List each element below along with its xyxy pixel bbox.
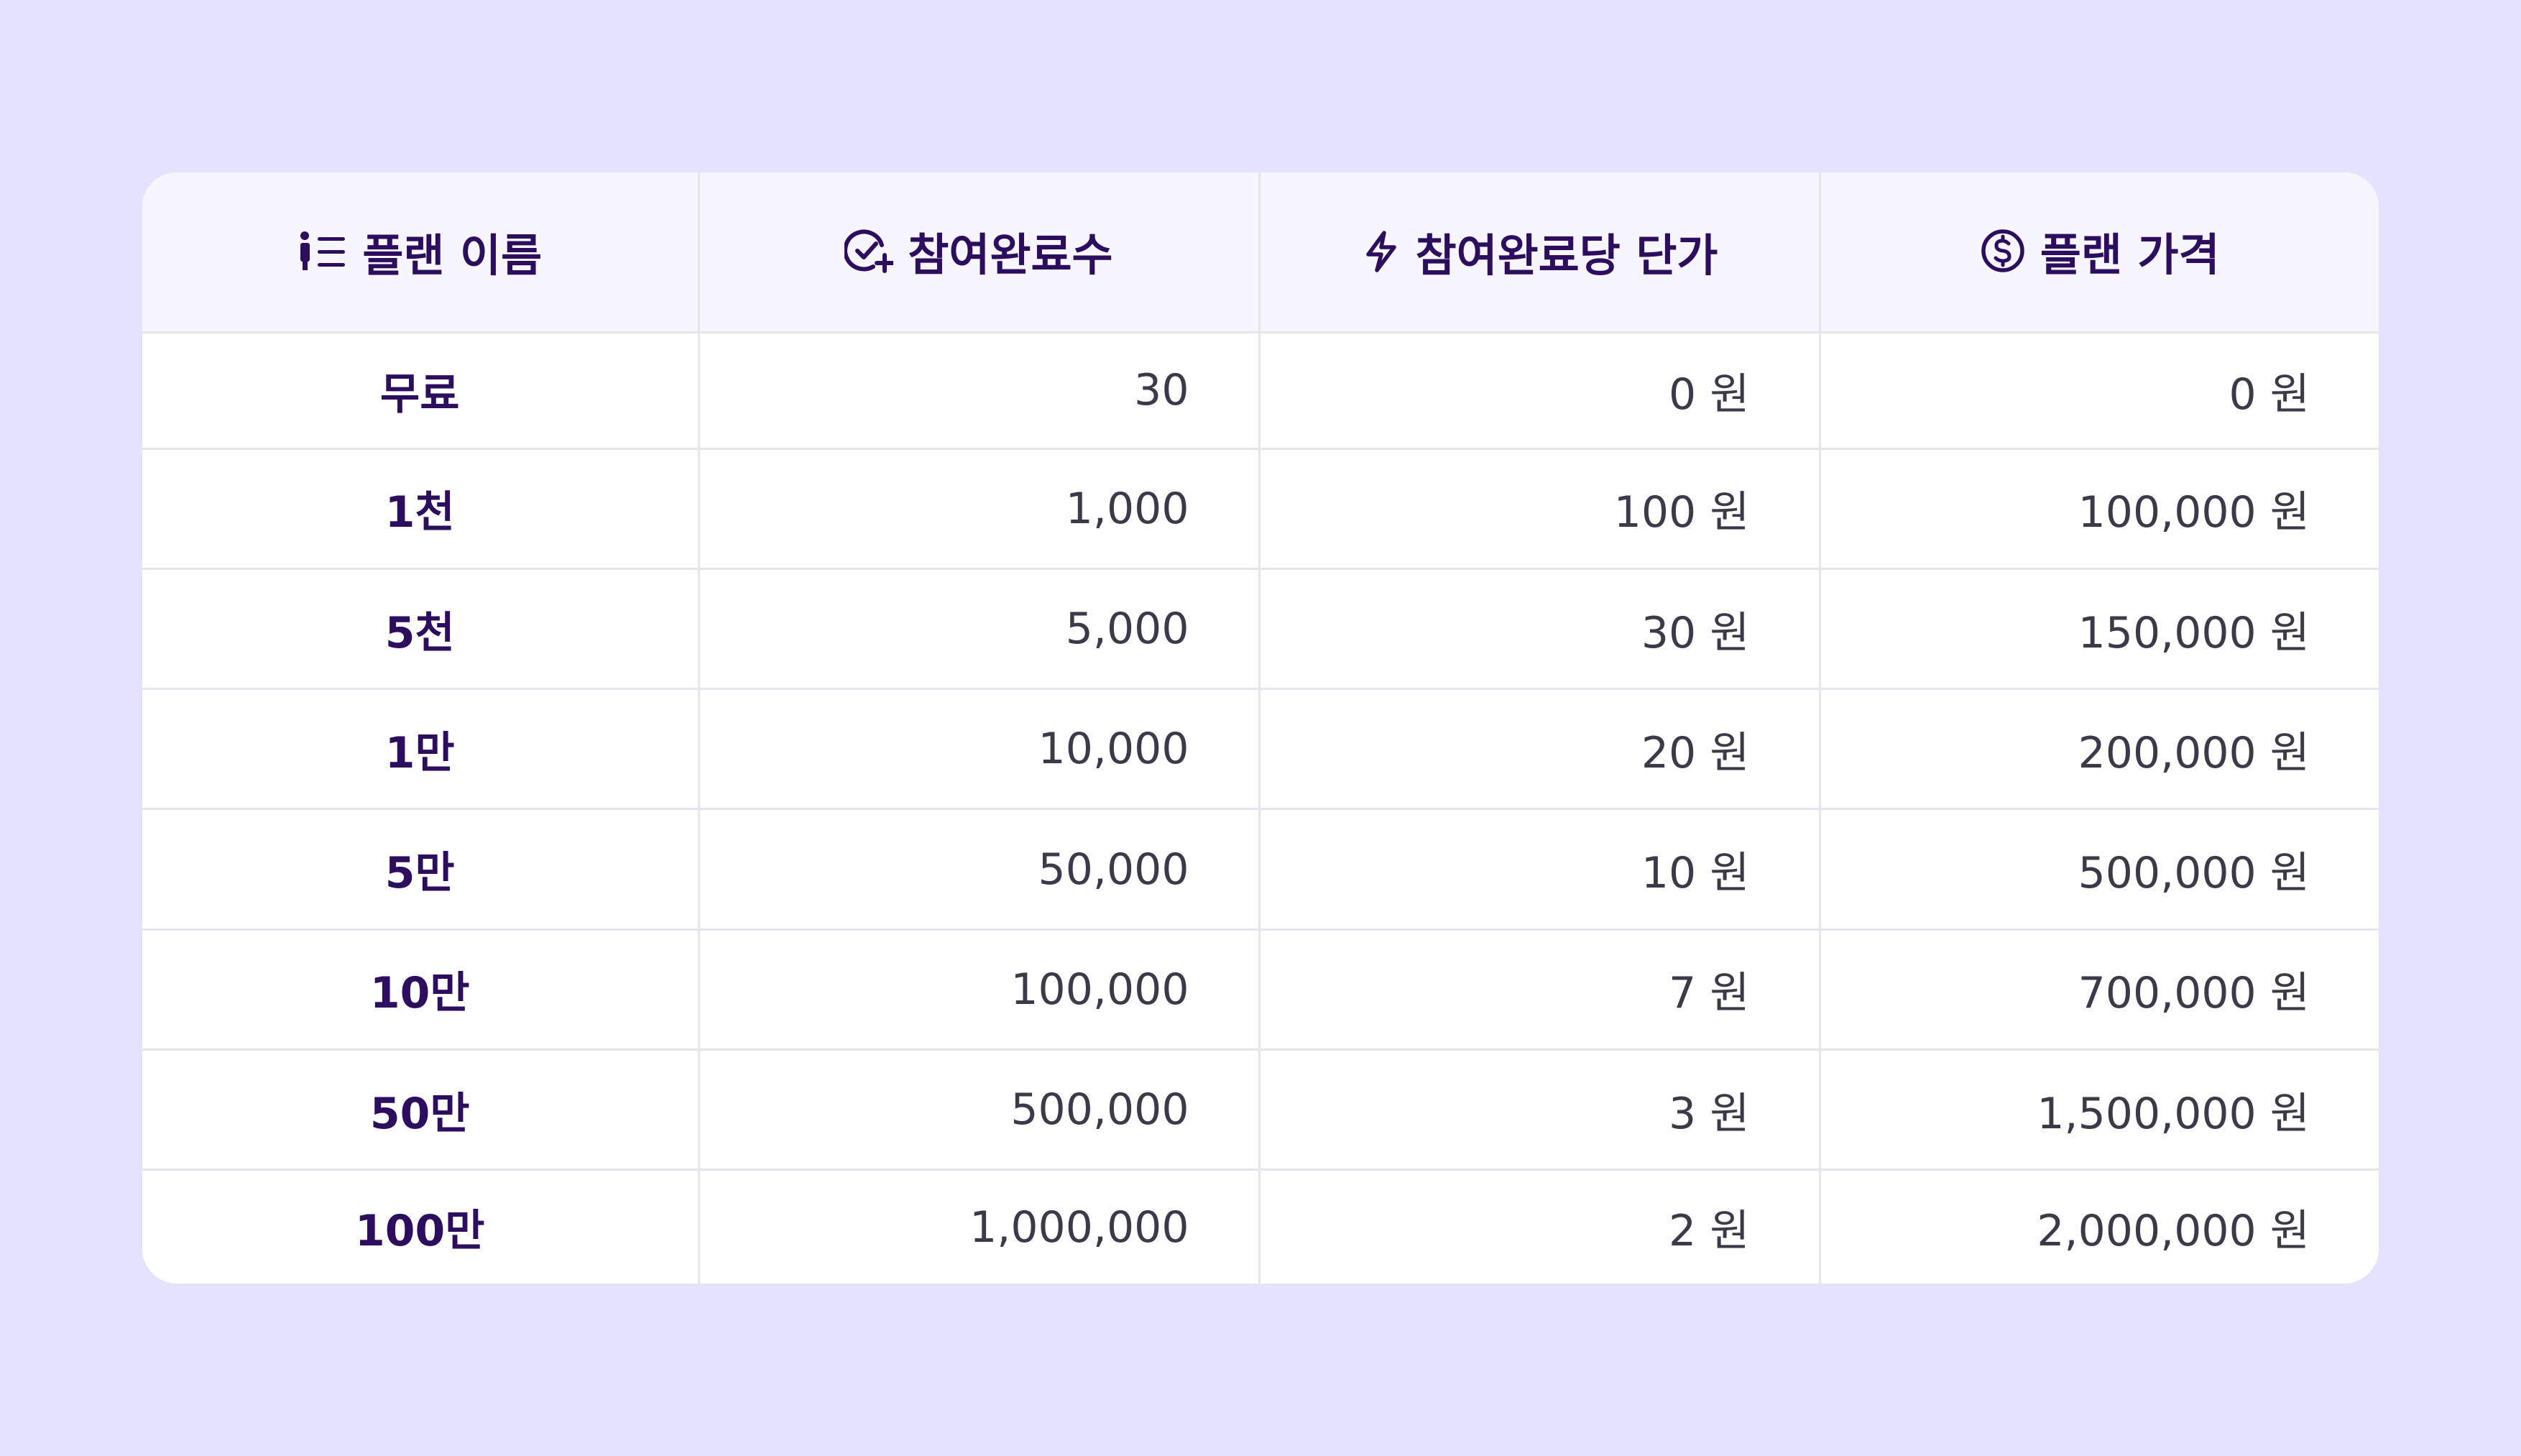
plan-name-cell: 100만 [142, 1169, 700, 1284]
completions-cell: 500,000 [699, 1049, 1260, 1171]
header-label: 참여완료당 단가 [1415, 229, 1718, 282]
completions-cell: 50,000 [699, 808, 1260, 931]
lightning-icon [1365, 231, 1396, 272]
pricing-table-card: 플랜 이름 참여완료수 [142, 172, 2379, 1284]
table-row: 무료 30 0 원 0 원 [142, 332, 2379, 450]
unit-price-cell: 30 원 [1259, 568, 1821, 691]
completions-cell: 1,000,000 [699, 1169, 1260, 1284]
completions-cell: 10,000 [699, 688, 1260, 811]
table-row: 5만 50,000 10 원 500,000 원 [142, 808, 2379, 931]
header-label: 플랜 이름 [362, 229, 543, 282]
unit-price-cell: 10 원 [1259, 808, 1821, 931]
plan-price-cell: 2,000,000 원 [2037, 1206, 2310, 1257]
plan-name-cell: 5만 [142, 808, 700, 931]
unit-price-cell: 7 원 [1259, 929, 1821, 1051]
plan-name-cell: 1천 [142, 448, 700, 570]
table-header-row: 플랜 이름 참여완료수 [142, 172, 2379, 333]
plan-price-cell: 1,500,000 원 [1820, 1049, 2379, 1171]
table-row: 10만 100,000 7 원 700,000 원 [142, 929, 2379, 1051]
unit-price-cell: 2 원 [1259, 1169, 1821, 1284]
unit-price-cell: 20 원 [1259, 688, 1821, 811]
table-row: 100만 1,000,000 2 원 2,000,000 원 [142, 1169, 2379, 1284]
header-label: 참여완료수 [908, 229, 1113, 282]
header-plan-price: 플랜 가격 [1820, 172, 2379, 333]
table-row: 1만 10,000 20 원 200,000 원 [142, 688, 2379, 811]
table-row: 50만 500,000 3 원 1,500,000 원 [142, 1049, 2379, 1171]
plan-name-cell: 1만 [142, 688, 700, 811]
check-circle-plus-icon [844, 229, 894, 274]
completions-cell: 5,000 [699, 568, 1260, 691]
pricing-table: 플랜 이름 참여완료수 [142, 172, 2379, 1284]
dollar-circle-icon [1981, 229, 2024, 272]
plan-price-cell: 0 원 [1820, 332, 2379, 450]
header-unit-price: 참여완료당 단가 [1259, 172, 1821, 333]
person-list-icon [300, 231, 346, 271]
header-completions: 참여완료수 [699, 172, 1260, 333]
plan-name-cell: 50만 [142, 1049, 700, 1171]
unit-price-cell: 100 원 [1259, 448, 1821, 570]
plan-price-cell: 200,000 원 [1820, 688, 2379, 811]
completions-cell: 30 [699, 332, 1260, 450]
unit-price-cell: 3 원 [1259, 1049, 1821, 1171]
table-row: 1천 1,000 100 원 100,000 원 [142, 448, 2379, 570]
plan-name-cell: 5천 [142, 568, 700, 691]
header-label: 플랜 가격 [2040, 229, 2220, 282]
completions-cell: 100,000 [699, 929, 1260, 1051]
completions-cell: 1,000 [699, 448, 1260, 570]
plan-name-cell: 10만 [142, 929, 700, 1051]
unit-price-cell: 0 원 [1259, 332, 1821, 450]
plan-name-cell: 무료 [142, 332, 700, 450]
plan-price-cell: 100,000 원 [1820, 448, 2379, 570]
plan-price-cell: 700,000 원 [1820, 929, 2379, 1051]
header-plan-name: 플랜 이름 [142, 172, 700, 333]
plan-price-cell: 150,000 원 [1820, 568, 2379, 691]
plan-price-cell: 500,000 원 [1820, 808, 2379, 931]
table-row: 5천 5,000 30 원 150,000 원 [142, 568, 2379, 691]
